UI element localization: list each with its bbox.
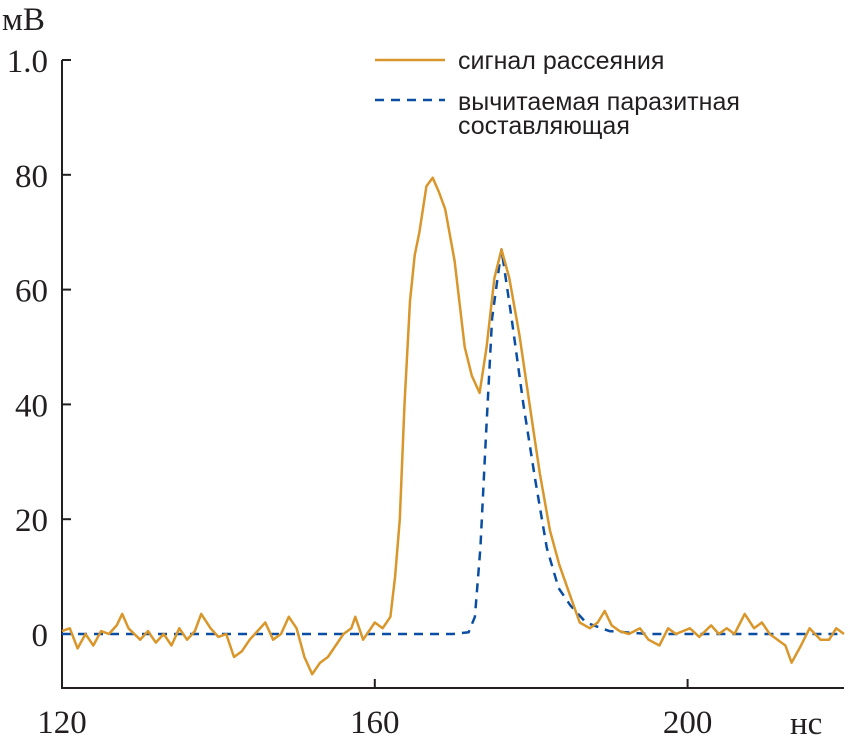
x-tick-label: 120 [37,705,87,741]
y-tick-label: 60 [15,274,48,310]
y-axis-label: мВ [2,2,45,38]
axes: 0 20 40 60 80 1.0 120 160 200 [7,44,844,741]
y-tick-label: 0 [32,618,49,654]
legend-label-parasitic: вычитаемая паразитная составляющая [458,88,740,140]
legend-label-signal: сигнал рассеяния [458,47,664,75]
x-tick-label: 200 [663,705,713,741]
series-group [61,176,845,676]
series-line-signal [61,176,845,676]
y-tick-label: 1.0 [7,44,48,80]
legend: сигнал рассеяния вычитаемая паразитная со… [375,47,740,140]
x-axis-label: нс [790,706,822,742]
y-tick-label: 20 [15,503,48,539]
x-tick-label: 160 [350,705,400,741]
y-tick-label: 80 [15,159,48,195]
series-line-parasitic [62,248,844,636]
y-tick-label: 40 [15,388,48,424]
